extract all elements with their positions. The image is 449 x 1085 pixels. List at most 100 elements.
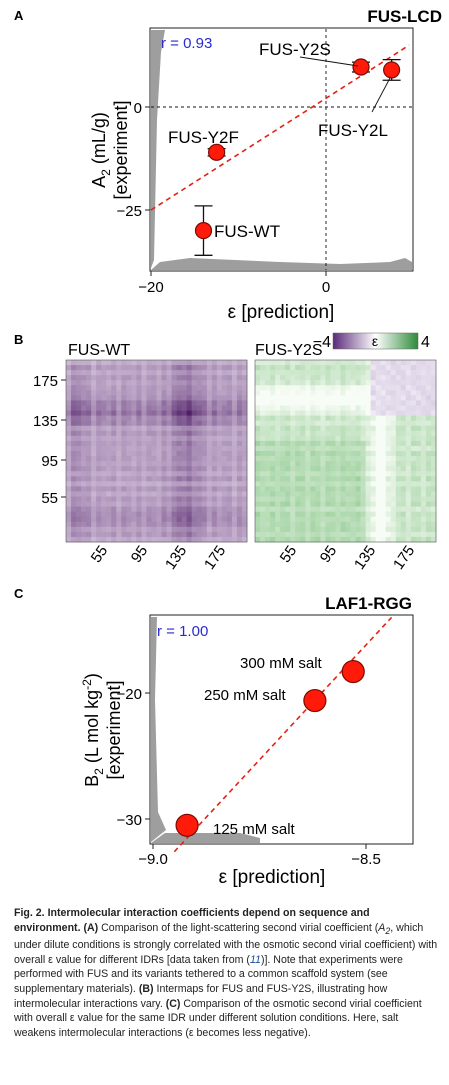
heatmap-cell — [430, 521, 437, 528]
heatmap-cell — [410, 511, 417, 518]
heatmap-cell — [355, 415, 361, 422]
heatmap-cell — [201, 456, 208, 462]
y2l-label-connector — [371, 77, 391, 113]
heatmap-cell — [425, 461, 432, 467]
heatmap-cell — [420, 536, 427, 543]
heatmap-cell — [425, 536, 432, 543]
heatmap-cell — [101, 420, 107, 427]
heatmap-cell — [91, 516, 97, 523]
heatmap-cell — [211, 536, 218, 543]
heatmap-cell — [221, 370, 228, 376]
heatmap-cell — [81, 445, 87, 452]
heatmap-cell — [241, 385, 248, 391]
heatmap-cell — [395, 526, 402, 533]
heatmap-cell — [221, 491, 228, 497]
heatmap-cell — [186, 471, 193, 477]
heatmap-cell — [121, 521, 127, 528]
heatmap-cell — [91, 526, 97, 533]
heatmap-cell — [191, 445, 198, 452]
heatmap-cell — [211, 435, 218, 442]
heatmap-cell — [270, 516, 276, 523]
heatmap-cell — [196, 461, 203, 467]
heatmap-cell — [146, 451, 152, 457]
heatmap-cell — [126, 380, 132, 386]
heatmap-cell — [340, 405, 346, 411]
heatmap-cell — [335, 486, 341, 492]
heatmap-cell — [300, 435, 306, 442]
heatmap-cell — [156, 420, 162, 427]
heatmap-cell — [176, 506, 183, 513]
heatmap-cell — [265, 531, 271, 538]
heatmap-cell — [86, 405, 92, 411]
heatmap-cell — [285, 375, 291, 381]
heatmap-cell — [146, 501, 152, 508]
heatmap-cell — [191, 456, 198, 462]
heatmap-cell — [226, 496, 233, 502]
heatmap-cell — [86, 370, 92, 376]
panel-a-r-value: r = 0.93 — [161, 35, 212, 52]
heatmap-cell — [241, 496, 248, 502]
heatmap-cell — [350, 481, 356, 487]
hm-ytick-95: 95 — [41, 453, 58, 470]
heatmap-cell — [151, 420, 157, 427]
heatmap-cell — [156, 365, 162, 371]
heatmap-cell — [91, 435, 97, 442]
heatmap-cell — [196, 521, 203, 528]
heatmap-cell — [335, 425, 341, 432]
heatmap-cell — [76, 440, 82, 447]
heatmap-cell — [265, 451, 271, 457]
heatmap-cell — [295, 481, 301, 487]
heatmap-cell — [315, 516, 321, 523]
heatmap-cell — [400, 385, 407, 391]
heatmap-cell — [360, 521, 367, 528]
heatmap-cell — [131, 415, 137, 422]
heatmap-cell — [211, 360, 218, 366]
heatmap-cell — [315, 375, 321, 381]
heatmap-cell — [330, 481, 336, 487]
heatmap-cell — [260, 430, 266, 437]
heatmap-cell — [410, 440, 417, 447]
heatmap-cell — [136, 415, 142, 422]
heatmap-cell — [151, 471, 157, 477]
heatmap-cell — [260, 365, 266, 371]
heatmap-cell — [176, 521, 183, 528]
heatmap-cell — [221, 511, 228, 518]
heatmap-cell — [400, 476, 407, 482]
heatmap-cell — [191, 405, 198, 411]
heatmap-cell — [236, 451, 243, 457]
heatmap-cell — [166, 375, 172, 381]
heatmap-cell — [395, 445, 402, 452]
heatmap-cell — [375, 496, 382, 502]
heatmap-cell — [255, 466, 261, 472]
heatmap-cell — [310, 531, 316, 538]
heatmap-cell — [211, 400, 218, 406]
heatmap-cell — [211, 445, 218, 452]
heatmap-cell — [111, 531, 117, 538]
heatmap-cell — [66, 435, 72, 442]
heatmap-cell — [81, 380, 87, 386]
heatmap-cell — [355, 506, 361, 513]
heatmap-cell — [255, 461, 261, 467]
heatmap-cell — [365, 360, 372, 366]
heatmap-cell — [156, 526, 162, 533]
heatmap-cell — [260, 425, 266, 432]
heatmap-cell — [236, 400, 243, 406]
heatmap-cell — [211, 365, 218, 371]
heatmap-cell — [81, 531, 87, 538]
heatmap-cell — [136, 425, 142, 432]
heatmap-cell — [380, 435, 387, 442]
caption-citation-link[interactable]: 11 — [249, 953, 261, 966]
heatmap-cell — [231, 521, 238, 528]
heatmap-cell — [360, 445, 367, 452]
a-ylabel-line2: [experiment] — [111, 100, 131, 199]
heatmap-cell — [300, 420, 306, 427]
heatmap-cell — [116, 390, 122, 396]
heatmap-cell — [385, 405, 392, 411]
heatmap-cell — [265, 496, 271, 502]
heatmap-cell — [81, 395, 87, 401]
heatmap-cell — [425, 405, 432, 411]
heatmap-cell — [345, 516, 351, 523]
heatmap-cell — [196, 415, 203, 422]
heatmap-cell — [270, 481, 276, 487]
heatmap-cell — [385, 456, 392, 462]
